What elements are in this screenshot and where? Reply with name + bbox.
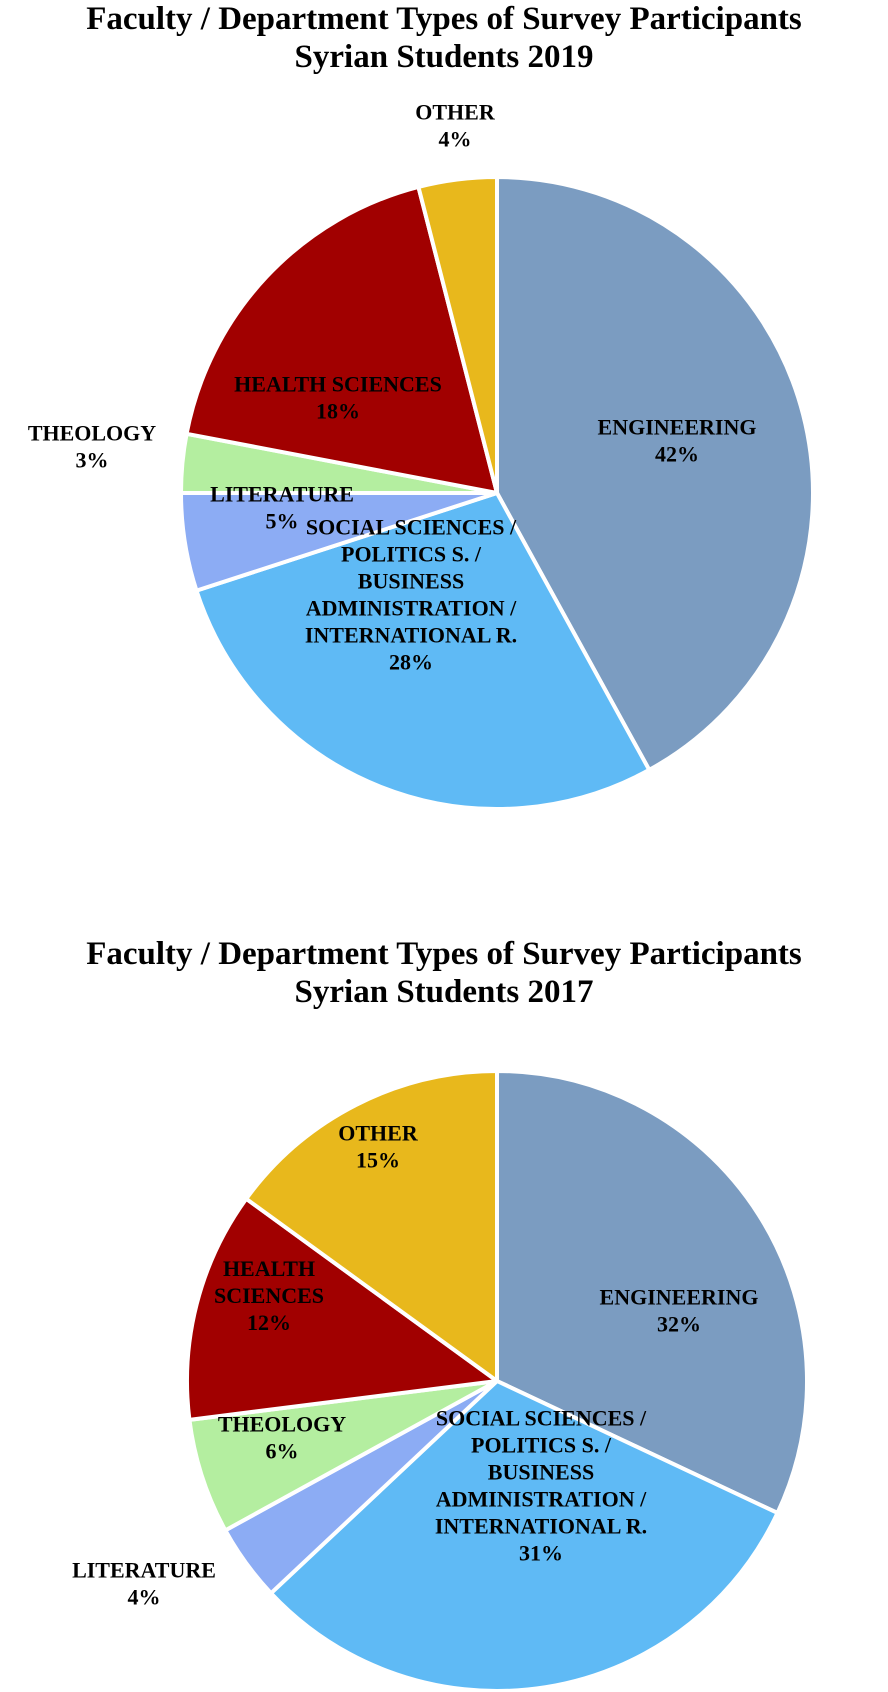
category-label-line: SCIENCES xyxy=(214,1283,324,1308)
category-label-line: LITERATURE xyxy=(72,1558,216,1583)
data-label-percent: 32% xyxy=(657,1312,701,1337)
slice-label-social-sciences-politics-s-business-administration-international-r: SOCIAL SCIENCES /POLITICS S. /BUSINESSAD… xyxy=(435,1406,647,1566)
category-label-line: THEOLOGY xyxy=(28,421,156,446)
data-label-percent: 31% xyxy=(519,1541,563,1566)
data-label-percent: 28% xyxy=(389,650,433,675)
pie-slice-other xyxy=(416,175,499,495)
category-label-line: ADMINISTRATION / xyxy=(436,1487,647,1512)
chart-title: Faculty / Department Types of Survey Par… xyxy=(0,0,888,76)
data-label-percent: 42% xyxy=(655,442,699,467)
chart-2019: Faculty / Department Types of Survey Par… xyxy=(0,0,888,830)
chart-subtitle: Syrian Students 2017 xyxy=(294,974,594,1010)
chart-title-main: Faculty / Department Types of Survey Par… xyxy=(86,1,802,37)
data-label-percent: 18% xyxy=(316,399,360,424)
category-label-line: INTERNATIONAL R. xyxy=(435,1514,647,1539)
chart-title: Faculty / Department Types of Survey Par… xyxy=(0,935,888,1011)
category-label-line: SOCIAL SCIENCES / xyxy=(436,1406,647,1431)
category-label-line: OTHER xyxy=(415,100,496,125)
pie-slice-other xyxy=(244,1069,499,1383)
category-label-line: HEALTH xyxy=(223,1256,315,1281)
data-label-percent: 6% xyxy=(266,1439,299,1464)
pie-slice-engineering xyxy=(495,175,815,772)
category-label-line: OTHER xyxy=(338,1121,419,1146)
data-label-percent: 12% xyxy=(247,1310,291,1335)
category-label-line: ENGINEERING xyxy=(600,1285,759,1310)
category-label-line: POLITICS S. / xyxy=(341,542,482,567)
category-label-line: SOCIAL SCIENCES / xyxy=(306,515,517,540)
category-label-line: THEOLOGY xyxy=(218,1412,346,1437)
category-label-line: LITERATURE xyxy=(210,482,354,507)
pie-slice-engineering xyxy=(495,1069,809,1515)
data-label-percent: 15% xyxy=(356,1148,400,1173)
category-label-line: ENGINEERING xyxy=(598,415,757,440)
pie-slice-health-sciences xyxy=(185,1196,499,1422)
pie-slice-social-sciences-politics-s-business-administration-international-r xyxy=(269,1379,780,1692)
pie-slice-social-sciences-politics-s-business-administration-international-r xyxy=(194,491,652,811)
category-label-line: BUSINESS xyxy=(358,569,464,594)
category-label-line: POLITICS S. / xyxy=(471,1433,612,1458)
pie-slice-health-sciences xyxy=(184,184,499,495)
chart-subtitle: Syrian Students 2019 xyxy=(294,39,594,75)
category-label-line: INTERNATIONAL R. xyxy=(305,623,517,648)
chart-title-main: Faculty / Department Types of Survey Par… xyxy=(86,936,802,972)
data-label-percent: 4% xyxy=(439,127,472,152)
data-label-percent: 3% xyxy=(76,448,109,473)
category-label-line: HEALTH SCIENCES xyxy=(234,372,442,397)
slice-label-social-sciences-politics-s-business-administration-international-r: SOCIAL SCIENCES /POLITICS S. /BUSINESSAD… xyxy=(305,515,517,675)
data-label-percent: 5% xyxy=(266,509,299,534)
category-label-line: BUSINESS xyxy=(488,1460,594,1485)
category-label-line: ADMINISTRATION / xyxy=(306,596,517,621)
data-label-percent: 4% xyxy=(128,1585,161,1610)
